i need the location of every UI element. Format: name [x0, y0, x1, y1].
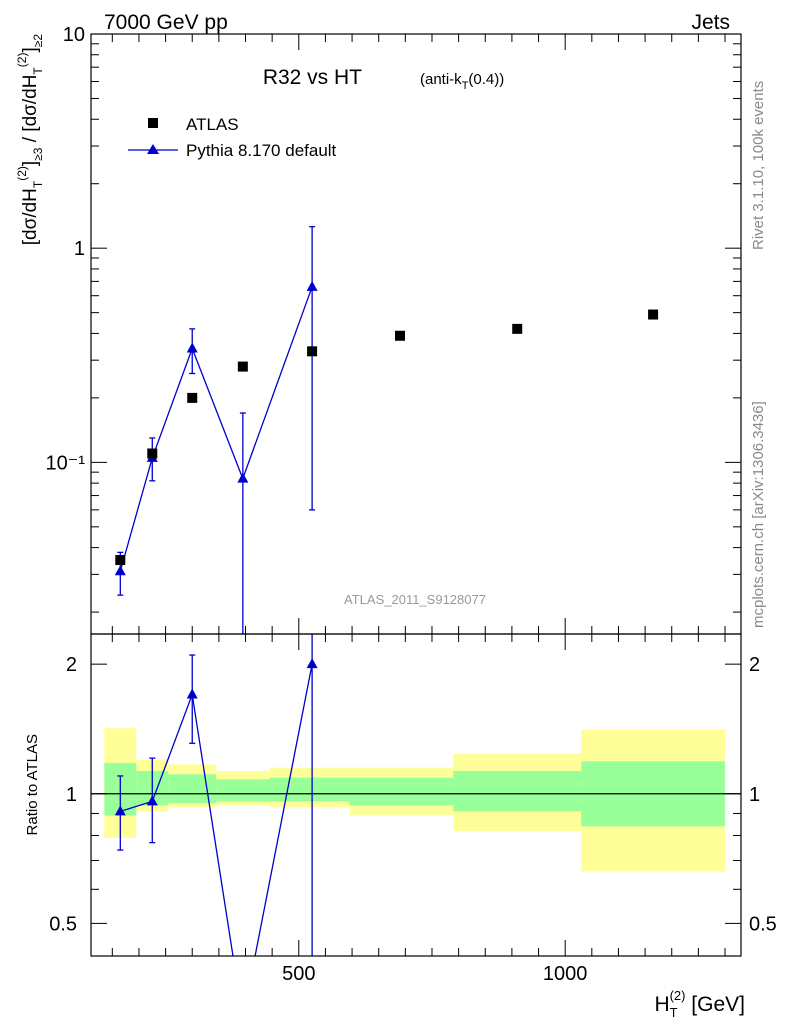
legend-marker-atlas — [148, 118, 158, 128]
main-panel: 10 1 10⁻¹ R32 vs HT (anti-kT(0.4)) ATLAS P… — [15, 24, 742, 635]
pythia-line — [119, 286, 313, 572]
ratio-point-5 — [306, 658, 318, 669]
atlas-point-7 — [512, 323, 523, 334]
legend-marker-pythia — [147, 144, 159, 154]
ratio-plot-area — [91, 634, 741, 956]
x-tick-label: 500 — [282, 963, 315, 985]
ratio-axis-ticks: 2 2 1 1 0.5 0.5 500 1000 — [49, 634, 777, 985]
ratio-series — [114, 634, 318, 956]
rivet-label: Rivet 3.1.10, 100k events — [750, 81, 767, 250]
x-tick-label: 1000 — [543, 963, 588, 985]
ratio-y-tick-label-right: 0.5 — [749, 913, 777, 935]
main-y-tick-label: 10⁻¹ — [46, 452, 86, 474]
atlas-point-8 — [648, 309, 659, 320]
main-plot-area — [114, 226, 659, 634]
inner-band-6 — [349, 777, 454, 806]
ratio-y-tick-label-right: 1 — [749, 784, 760, 806]
x-axis-label: HT(2) [GeV] — [654, 988, 745, 1020]
pythia-point-4 — [237, 472, 249, 483]
atlas-point-6 — [395, 330, 406, 341]
ratio-y-tick-label-left: 0.5 — [49, 913, 77, 935]
atlas-point-1 — [115, 555, 126, 566]
ratio-frame — [90, 633, 742, 957]
legend: ATLAS Pythia 8.170 default — [128, 115, 337, 160]
plot-title: R32 vs HT — [263, 66, 362, 89]
ratio-point-3 — [186, 688, 198, 699]
ratio-y-tick-label-left: 1 — [66, 784, 77, 806]
legend-label-atlas: ATLAS — [186, 115, 239, 134]
main-axis-ticks: 10 1 10⁻¹ — [46, 24, 741, 634]
ratio-y-tick-label-left: 2 — [66, 654, 77, 676]
legend-label-pythia: Pythia 8.170 default — [186, 141, 337, 160]
atlas-point-4 — [237, 361, 248, 372]
analysis-watermark: ATLAS_2011_S9128077 — [344, 592, 486, 607]
ratio-y-axis-label: Ratio to ATLAS — [24, 734, 41, 835]
main-y-axis-label: [dσ/dHT(2)]≥3 / [dσ/dHT(2)]≥2 — [15, 34, 45, 246]
main-y-tick-label: 1 — [74, 238, 85, 260]
atlas-point-2 — [147, 448, 158, 459]
inner-band-4 — [216, 779, 270, 802]
header-left: 7000 GeV pp — [104, 11, 228, 34]
ratio-y-tick-label-right: 2 — [749, 654, 760, 676]
pythia-point-1 — [114, 565, 126, 576]
pythia-point-5 — [306, 280, 318, 291]
ratio-panel: 2 2 1 1 0.5 0.5 500 1000 Ratio to ATLAS HT(2) [… — [24, 633, 777, 1020]
inner-band-7 — [453, 770, 582, 812]
mcplots-label: mcplots.cern.ch [arXiv:1306.3436] — [750, 401, 767, 628]
ratio-point-2 — [146, 795, 158, 806]
ratio-uncertainty-bands — [104, 728, 726, 872]
header-right: Jets — [691, 11, 730, 34]
plot-subtitle: (anti-kT(0.4)) — [420, 71, 504, 92]
main-y-tick-label: 10 — [63, 24, 85, 46]
inner-band-5 — [269, 777, 350, 802]
atlas-point-5 — [307, 346, 318, 357]
atlas-point-3 — [187, 392, 198, 403]
pythia-point-3 — [186, 342, 198, 353]
ratio-point-1 — [114, 805, 126, 816]
